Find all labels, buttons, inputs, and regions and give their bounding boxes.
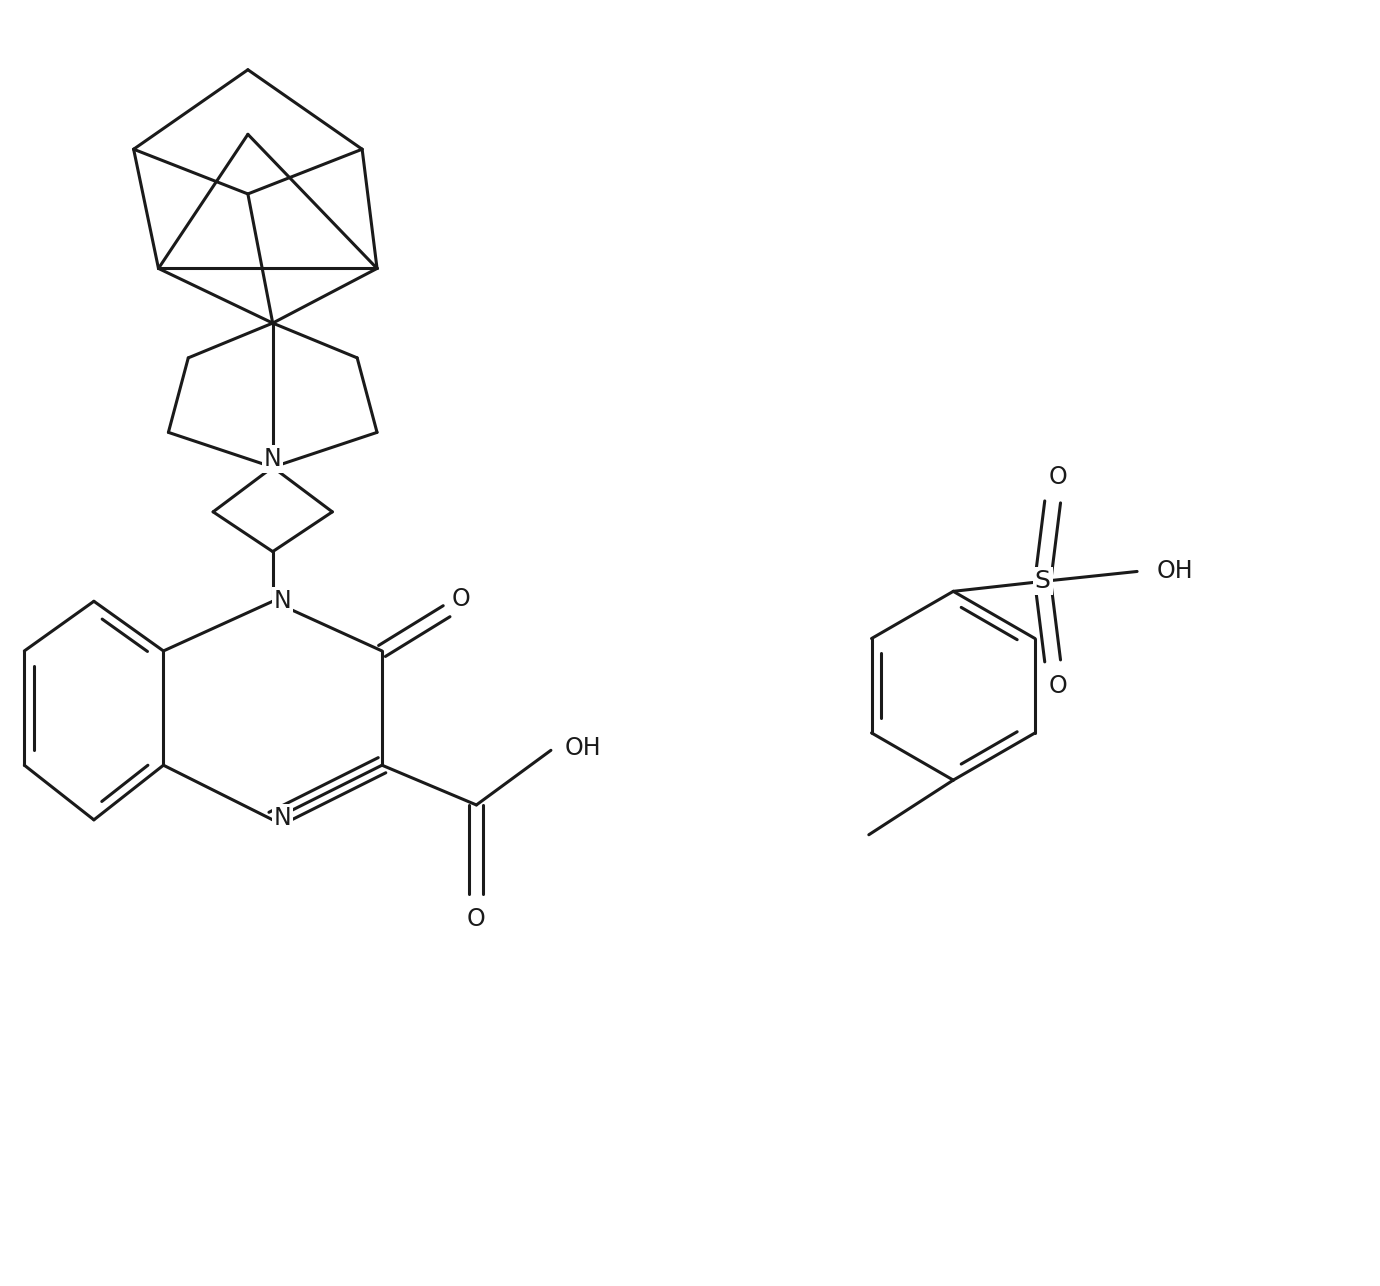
- Text: N: N: [264, 448, 282, 471]
- Text: O: O: [453, 588, 471, 611]
- Text: OH: OH: [564, 737, 602, 760]
- Text: OH: OH: [1156, 559, 1194, 584]
- Text: N: N: [273, 589, 291, 613]
- Text: N: N: [273, 806, 291, 829]
- Text: O: O: [466, 907, 486, 931]
- Text: S: S: [1035, 570, 1050, 593]
- Text: O: O: [1049, 674, 1067, 698]
- Text: O: O: [1049, 466, 1067, 489]
